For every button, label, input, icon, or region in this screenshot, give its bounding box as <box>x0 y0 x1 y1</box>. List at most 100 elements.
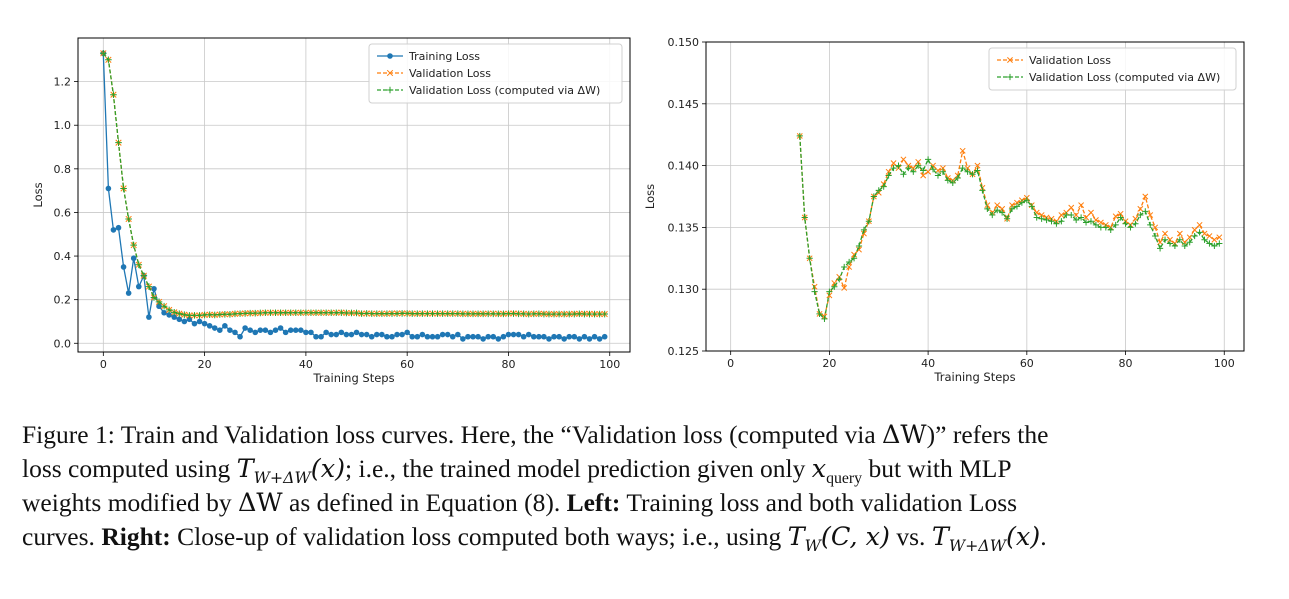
data-point <box>181 318 188 325</box>
data-point <box>959 147 966 154</box>
x-tick-label: 80 <box>1119 357 1133 370</box>
x-tick-label: 0 <box>100 358 107 371</box>
data-point <box>232 329 238 336</box>
data-point <box>150 294 158 301</box>
series-line <box>799 135 1220 318</box>
x-tick-label: 100 <box>1214 357 1235 370</box>
data-point <box>1073 216 1080 224</box>
data-point <box>806 255 813 262</box>
data-point <box>520 333 527 340</box>
data-point <box>292 327 299 333</box>
data-point <box>252 329 259 336</box>
x-tick-label: 60 <box>400 358 414 371</box>
data-point <box>1127 224 1134 231</box>
data-point <box>1003 215 1011 222</box>
data-point <box>1088 209 1094 216</box>
data-point <box>974 162 981 169</box>
data-point <box>949 179 956 187</box>
data-point <box>399 331 405 338</box>
data-point <box>1112 213 1119 220</box>
data-point <box>151 285 157 292</box>
series-line <box>799 135 1220 321</box>
data-point <box>1211 236 1218 243</box>
data-point <box>1058 212 1065 218</box>
axes-frame <box>77 37 631 353</box>
axes-frame <box>705 41 1245 352</box>
data-point <box>1206 240 1213 247</box>
data-point <box>1191 232 1198 240</box>
caption-right-label: Right: <box>101 522 171 551</box>
data-point <box>394 331 400 338</box>
data-point <box>485 333 492 340</box>
data-point <box>530 333 537 340</box>
data-point <box>944 177 951 184</box>
data-point <box>994 206 1001 214</box>
data-point <box>571 333 578 340</box>
data-point <box>920 167 927 174</box>
data-point <box>831 283 838 290</box>
data-point <box>890 160 897 167</box>
data-point <box>939 165 946 172</box>
data-point <box>1132 220 1139 227</box>
data-point <box>801 214 808 221</box>
data-point <box>989 211 996 219</box>
data-point <box>875 187 882 194</box>
data-point <box>1006 73 1014 81</box>
data-point <box>566 333 573 340</box>
data-point <box>409 333 416 340</box>
data-point <box>846 258 853 266</box>
data-point <box>836 276 843 283</box>
data-point <box>115 224 122 231</box>
data-point <box>206 323 213 329</box>
data-point <box>387 53 393 59</box>
data-point <box>308 329 314 336</box>
data-point <box>1073 212 1080 218</box>
data-point <box>135 283 142 290</box>
data-point <box>900 171 907 178</box>
data-point <box>196 318 203 325</box>
caption-line-1: Figure 1: Train and Validation loss curv… <box>22 420 1049 450</box>
data-point <box>850 255 858 262</box>
data-point <box>1162 230 1168 237</box>
data-point <box>1156 245 1164 252</box>
y-tick-label: 0.8 <box>54 163 72 176</box>
data-point <box>1117 214 1124 221</box>
data-point <box>939 168 947 175</box>
data-point <box>120 264 127 270</box>
right-chart: 0 20 40 60 80 100 0.125 0.130 0.135 0.140 0.145 0.1… <box>643 36 1245 384</box>
data-point <box>591 333 598 340</box>
y-tick-label: 1.0 <box>54 119 72 132</box>
data-point <box>262 327 269 333</box>
data-point <box>165 306 173 314</box>
data-point <box>870 193 877 200</box>
legend-entry: Training Loss <box>377 50 480 63</box>
data-point <box>1206 233 1213 240</box>
data-point <box>1147 212 1154 218</box>
plot-area <box>100 49 608 342</box>
data-point <box>455 331 461 338</box>
data-point <box>414 333 421 340</box>
data-point <box>333 331 340 338</box>
data-point <box>816 310 823 318</box>
data-point <box>536 333 542 340</box>
data-point <box>257 327 264 333</box>
data-point <box>424 333 431 340</box>
y-tick-label: 0.4 <box>54 250 72 263</box>
data-point <box>1092 217 1099 223</box>
data-point <box>826 288 833 295</box>
data-point <box>910 165 917 172</box>
data-point <box>821 315 828 322</box>
caption-left-label: Left: <box>566 488 621 517</box>
data-point <box>130 241 138 249</box>
data-point <box>348 331 355 338</box>
data-point <box>323 329 329 336</box>
data-point <box>925 168 932 175</box>
data-point <box>1112 221 1119 229</box>
data-point <box>1137 211 1144 219</box>
data-point <box>1201 230 1208 237</box>
data-point <box>216 327 223 333</box>
data-point <box>1038 215 1045 222</box>
data-point <box>490 333 497 340</box>
data-point <box>386 69 394 77</box>
data-point <box>551 333 557 340</box>
